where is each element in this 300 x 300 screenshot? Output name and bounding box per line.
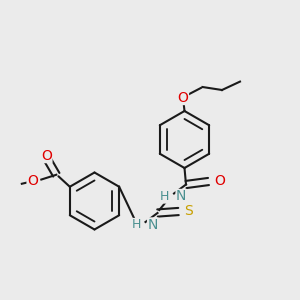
Text: O: O [41, 148, 52, 163]
Text: H: H [132, 218, 141, 232]
Text: H: H [160, 190, 170, 203]
Text: N: N [148, 218, 158, 232]
Text: O: O [178, 91, 188, 104]
Text: O: O [27, 174, 38, 188]
Text: N: N [176, 190, 187, 203]
Text: O: O [214, 175, 225, 188]
Text: S: S [184, 205, 193, 218]
